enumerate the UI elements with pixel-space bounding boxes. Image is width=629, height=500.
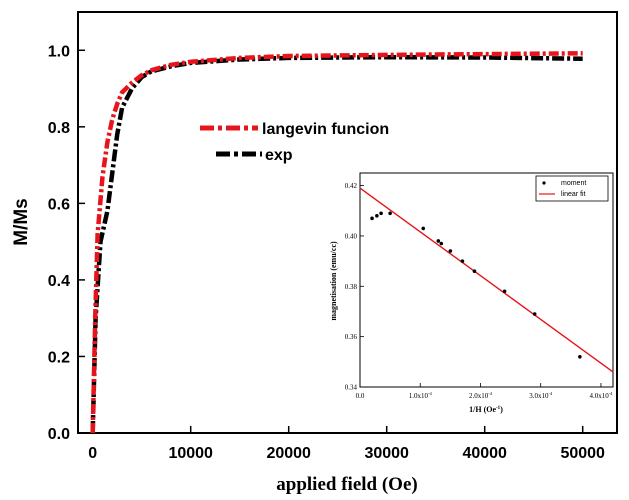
main-series-lines <box>90 51 583 434</box>
main-legend: langevin funcion exp <box>200 121 389 164</box>
inset-y-axis-label: magnetisation (emu/cc) <box>329 241 338 321</box>
inset-x-tick-label: 4.0x10-4 <box>589 391 613 400</box>
legend-label-langevin: langevin funcion <box>262 121 389 138</box>
inset-x-tick-exponent: -4 <box>488 391 492 396</box>
inset-x-tick-label: 2.0x10-4 <box>469 391 493 400</box>
inset-x-tick-exponent: -4 <box>428 391 432 396</box>
main-x-axis-label: applied field (Oe) <box>276 474 417 495</box>
inset-x-axis-label: 1/H (Oe-1) <box>469 405 503 414</box>
inset-moment-point <box>448 249 453 253</box>
inset-y-tick-label: 0.38 <box>345 283 358 291</box>
main-y-tick-label: 0.8 <box>48 120 70 137</box>
main-x-tick-label: 40000 <box>462 445 507 462</box>
main-y-tick-label: 1.0 <box>48 43 70 60</box>
main-x-tick-label: 0 <box>88 445 97 462</box>
inset-moment-point <box>460 259 465 263</box>
inset-moment-point <box>388 211 392 216</box>
inset-x-axis-label-base: 1/H (Oe <box>469 405 496 414</box>
inset-linear-fit-line <box>359 187 614 373</box>
inset-moment-point <box>472 269 477 273</box>
main-y-axis-label: M/Ms <box>11 198 32 246</box>
inset-x-axis-label-end: ) <box>500 405 503 414</box>
legend-label-exp: exp <box>265 147 293 164</box>
main-chart: 0 10000 20000 30000 40000 50000 0.0 0.2 0.4 0.6 0.… <box>11 11 618 495</box>
inset-moment-point <box>532 312 537 316</box>
inset-x-tick-label: 1.0x10-4 <box>409 391 433 400</box>
inset-moment-point <box>421 226 426 231</box>
inset-x-tick-label: 0.0 <box>356 392 365 400</box>
main-x-tick-label: 20000 <box>266 445 311 462</box>
inset-x-tick-label: 3.0x10-4 <box>529 391 553 400</box>
inset-legend: moment linear fit <box>535 175 609 202</box>
main-plot-frame <box>77 11 618 434</box>
inset-moment-point <box>439 241 444 246</box>
inset-y-tick-label: 0.40 <box>345 232 358 240</box>
main-x-tick-label: 50000 <box>560 445 605 462</box>
inset-x-axis-label-sup: -1 <box>496 406 501 411</box>
inset-moment-point <box>370 216 374 221</box>
main-x-tick-label: 30000 <box>364 445 409 462</box>
inset-legend-box <box>535 175 609 202</box>
inset-legend-swatch-moment <box>542 181 546 185</box>
main-y-tick-label: 0.6 <box>48 196 70 213</box>
inset-moment-point <box>578 354 582 359</box>
main-y-tick-label: 0.4 <box>48 273 70 290</box>
main-y-tick-label: 0.0 <box>48 426 70 443</box>
inset-legend-label-moment: moment <box>561 180 586 187</box>
main-y-tick-label: 0.2 <box>48 349 70 366</box>
inset-moment-point <box>375 214 379 218</box>
main-axis-ticks: 0 10000 20000 30000 40000 50000 0.0 0.2 0.4 0.6 0.… <box>48 43 605 462</box>
inset-legend-label-fit: linear fit <box>561 191 586 198</box>
main-x-tick-label: 10000 <box>168 445 213 462</box>
inset-series <box>359 187 614 373</box>
inset-moment-point <box>379 211 383 216</box>
inset-y-tick-label: 0.34 <box>345 384 358 392</box>
inset-x-tick-exponent: -4 <box>609 391 613 396</box>
inset-y-tick-label: 0.42 <box>345 182 358 190</box>
inset-x-tick-exponent: -4 <box>548 391 552 396</box>
inset-y-tick-label: 0.36 <box>345 333 358 341</box>
inset-moment-point <box>502 289 507 294</box>
inset-chart: 0.0 1.0x10-4 2.0x10-4 3.0x10-4 4.0x10-4 0.34 0… <box>320 168 616 420</box>
series-line-langevin <box>90 51 583 434</box>
inset-axis-ticks: 0.0 1.0x10-4 2.0x10-4 3.0x10-4 4.0x10-4 0.34 0… <box>345 182 613 400</box>
inset-moment-point <box>436 239 441 243</box>
